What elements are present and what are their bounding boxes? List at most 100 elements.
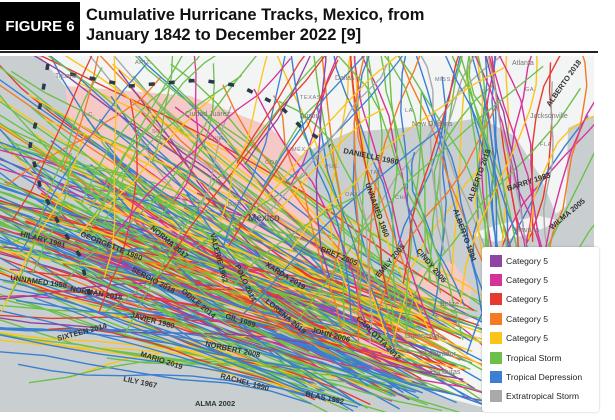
hurricane-track <box>83 167 407 328</box>
hurricane-track <box>547 151 594 247</box>
place-label: SON. <box>152 129 168 135</box>
hurricane-track <box>101 93 170 227</box>
legend-swatch <box>490 274 502 287</box>
place-label: COA. <box>265 160 281 166</box>
place-label: Havana <box>515 227 539 234</box>
legend-swatch <box>490 351 502 364</box>
hurricane-track <box>0 246 317 386</box>
figure-label: FIGURE 6 <box>0 2 80 50</box>
legend-swatch <box>490 332 502 345</box>
place-label: MÉX. <box>292 146 308 153</box>
legend-label: Tropical Depression <box>506 372 583 383</box>
hurricane-track <box>316 107 397 354</box>
place-label: DUR. <box>228 202 244 208</box>
hurricane-track <box>0 167 350 321</box>
hurricane-track <box>48 158 494 323</box>
hurricane-track <box>333 56 398 248</box>
place-label: B.C. <box>82 112 95 118</box>
place-label: Mexico <box>248 213 280 224</box>
hurricane-track <box>0 317 464 380</box>
place-label: FLA. <box>540 142 554 148</box>
place-label: LA. <box>405 108 415 114</box>
hurricane-track <box>276 56 388 337</box>
hurricane-track <box>11 56 93 223</box>
hurricane-track <box>497 123 594 260</box>
title-line-1: Cumulative Hurricane Tracks, Mexico, fro… <box>86 6 425 24</box>
hurricane-track <box>186 193 434 392</box>
hurricane-track <box>89 75 243 221</box>
hurricane-track <box>62 201 501 399</box>
legend-item: Category 5 <box>482 290 599 309</box>
hurricane-track <box>527 115 594 240</box>
hurricane-track <box>9 268 439 341</box>
place-label: Jacksonville <box>530 113 568 120</box>
hurricane-track <box>105 172 308 313</box>
hurricane-track <box>86 56 183 235</box>
legend-item: Tropical Depression <box>482 367 599 386</box>
hurricane-track <box>534 101 594 283</box>
hurricane-track <box>39 56 475 312</box>
hurricane-track <box>472 56 488 258</box>
hurricane-track <box>21 64 147 251</box>
legend-label: Tropical Storm <box>506 352 562 363</box>
hurricane-track <box>9 67 103 297</box>
hurricane-track <box>0 215 408 378</box>
united-states-land <box>0 56 594 214</box>
hurricane-track-map[interactable]: Tijuana Ciudad Juárez Dallas TEXAS Austin MIS… <box>0 56 594 412</box>
place-label: Guatemala <box>405 333 439 340</box>
hurricane-track <box>0 79 369 327</box>
hurricane-track <box>98 99 138 313</box>
hurricane-track <box>421 90 491 342</box>
hurricane-track <box>285 56 403 182</box>
hurricane-track <box>0 190 407 353</box>
hurricane-track <box>17 363 359 408</box>
place-label: Belize <box>440 301 459 308</box>
hurricane-track <box>547 56 588 257</box>
hurricane-track <box>232 194 359 287</box>
hurricane-track <box>0 201 311 355</box>
place-label: El Salvador <box>420 351 456 358</box>
hurricane-track <box>223 56 286 246</box>
title-line-2: January 1842 to December 2022 [9] <box>86 26 362 44</box>
place-label: ARIZ. <box>135 60 152 66</box>
hurricane-track <box>77 94 216 237</box>
hurricane-track <box>100 266 424 394</box>
hurricane-track <box>445 56 519 237</box>
hurricane-track <box>321 56 343 280</box>
hurricane-track <box>288 66 505 254</box>
hurricane-track <box>80 56 200 205</box>
hurricane-track <box>157 63 215 221</box>
hurricane-track <box>349 56 411 284</box>
hurricane-track <box>62 262 371 406</box>
hurricane-track <box>315 56 332 281</box>
hurricane-track <box>0 232 306 385</box>
hurricane-track <box>215 123 488 347</box>
legend-item: Category 5 <box>482 309 599 328</box>
hurricane-track <box>439 56 476 264</box>
hurricane-track <box>28 358 428 406</box>
figure-title: Cumulative Hurricane Tracks, Mexico, fro… <box>86 5 424 45</box>
place-label: CHI. <box>395 195 408 201</box>
hurricane-track <box>273 95 344 333</box>
hurricane-track <box>0 351 312 405</box>
hurricane-track <box>352 149 373 344</box>
hurricane-track <box>0 124 374 358</box>
hurricane-track <box>0 84 421 312</box>
hurricane-track <box>64 56 257 283</box>
hurricane-track <box>124 56 324 335</box>
hurricane-track <box>487 56 527 276</box>
hurricane-track <box>278 100 417 331</box>
hurricane-track <box>0 309 305 397</box>
hurricane-track <box>0 328 359 377</box>
hurricane-track <box>272 107 385 216</box>
hurricane-track <box>0 131 86 313</box>
hurricane-track <box>0 230 441 368</box>
hurricane-track <box>219 56 268 223</box>
legend-label: Category 5 <box>506 294 549 305</box>
legend-item: Tropical Storm <box>482 348 599 367</box>
hurricane-track <box>243 126 443 314</box>
hurricane-track <box>99 56 423 315</box>
hurricane-track <box>0 146 365 337</box>
place-label: New Orleans <box>412 121 453 128</box>
hurricane-track <box>0 285 314 384</box>
